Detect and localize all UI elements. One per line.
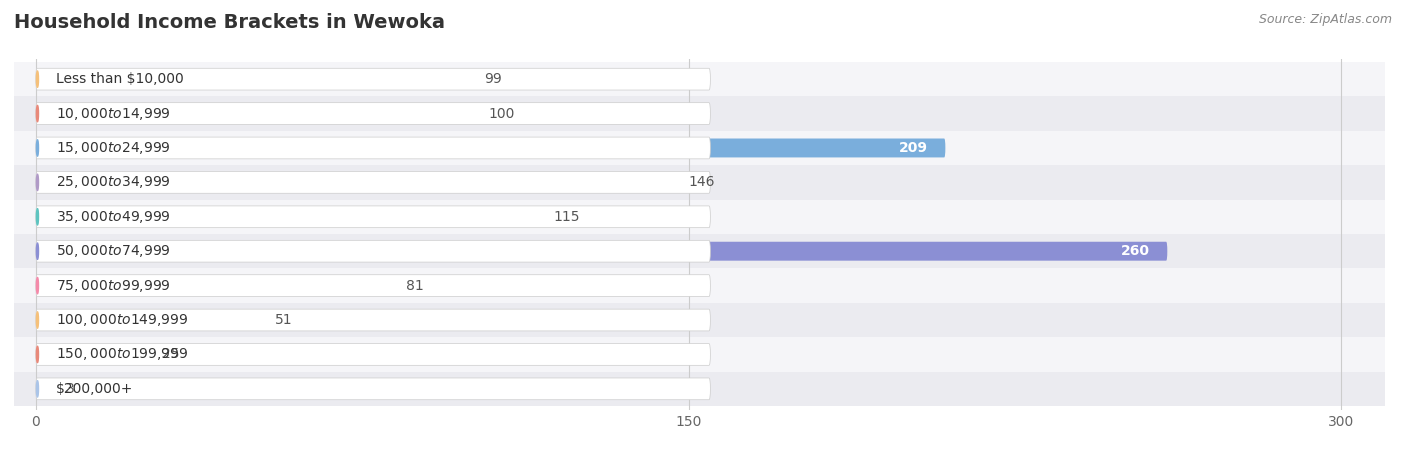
Text: 99: 99 [484, 72, 502, 86]
Text: $100,000 to $149,999: $100,000 to $149,999 [56, 312, 188, 328]
FancyBboxPatch shape [14, 303, 1385, 337]
FancyBboxPatch shape [35, 345, 145, 364]
FancyBboxPatch shape [35, 103, 710, 125]
Circle shape [37, 105, 38, 122]
FancyBboxPatch shape [35, 104, 471, 123]
FancyBboxPatch shape [35, 137, 710, 159]
FancyBboxPatch shape [14, 62, 1385, 96]
Circle shape [37, 278, 38, 294]
FancyBboxPatch shape [35, 173, 671, 192]
Text: 146: 146 [689, 176, 716, 189]
Circle shape [37, 140, 38, 156]
FancyBboxPatch shape [14, 337, 1385, 372]
FancyBboxPatch shape [35, 206, 710, 228]
FancyBboxPatch shape [14, 200, 1385, 234]
Text: $150,000 to $199,999: $150,000 to $199,999 [56, 346, 188, 362]
Text: Source: ZipAtlas.com: Source: ZipAtlas.com [1258, 14, 1392, 27]
Text: $15,000 to $24,999: $15,000 to $24,999 [56, 140, 170, 156]
FancyBboxPatch shape [35, 310, 257, 329]
FancyBboxPatch shape [14, 234, 1385, 268]
Circle shape [37, 312, 38, 328]
Text: Less than $10,000: Less than $10,000 [56, 72, 184, 86]
FancyBboxPatch shape [14, 96, 1385, 131]
Text: 25: 25 [162, 347, 180, 361]
Text: 209: 209 [898, 141, 928, 155]
FancyBboxPatch shape [14, 268, 1385, 303]
Text: $75,000 to $99,999: $75,000 to $99,999 [56, 278, 170, 293]
Text: 81: 81 [406, 279, 423, 292]
FancyBboxPatch shape [35, 309, 710, 331]
Text: $25,000 to $34,999: $25,000 to $34,999 [56, 175, 170, 190]
Text: 3: 3 [66, 382, 75, 396]
Text: $10,000 to $14,999: $10,000 to $14,999 [56, 106, 170, 122]
Text: 260: 260 [1121, 244, 1150, 258]
Text: $35,000 to $49,999: $35,000 to $49,999 [56, 209, 170, 225]
FancyBboxPatch shape [35, 171, 710, 193]
Circle shape [37, 243, 38, 259]
FancyBboxPatch shape [35, 242, 1167, 261]
Circle shape [37, 209, 38, 225]
Text: Household Income Brackets in Wewoka: Household Income Brackets in Wewoka [14, 14, 446, 32]
FancyBboxPatch shape [35, 379, 49, 398]
FancyBboxPatch shape [35, 139, 945, 158]
FancyBboxPatch shape [35, 70, 467, 89]
Circle shape [37, 174, 38, 190]
FancyBboxPatch shape [35, 378, 710, 400]
FancyBboxPatch shape [35, 275, 710, 297]
FancyBboxPatch shape [35, 207, 536, 226]
FancyBboxPatch shape [14, 165, 1385, 200]
Text: $200,000+: $200,000+ [56, 382, 134, 396]
Text: 51: 51 [276, 313, 292, 327]
Circle shape [37, 346, 38, 363]
Text: 115: 115 [554, 210, 581, 224]
FancyBboxPatch shape [14, 131, 1385, 165]
Circle shape [37, 381, 38, 397]
Text: 100: 100 [488, 107, 515, 121]
FancyBboxPatch shape [14, 372, 1385, 406]
FancyBboxPatch shape [35, 68, 710, 90]
Text: $50,000 to $74,999: $50,000 to $74,999 [56, 243, 170, 259]
FancyBboxPatch shape [35, 343, 710, 365]
FancyBboxPatch shape [35, 240, 710, 262]
Circle shape [37, 71, 38, 87]
FancyBboxPatch shape [35, 276, 388, 295]
